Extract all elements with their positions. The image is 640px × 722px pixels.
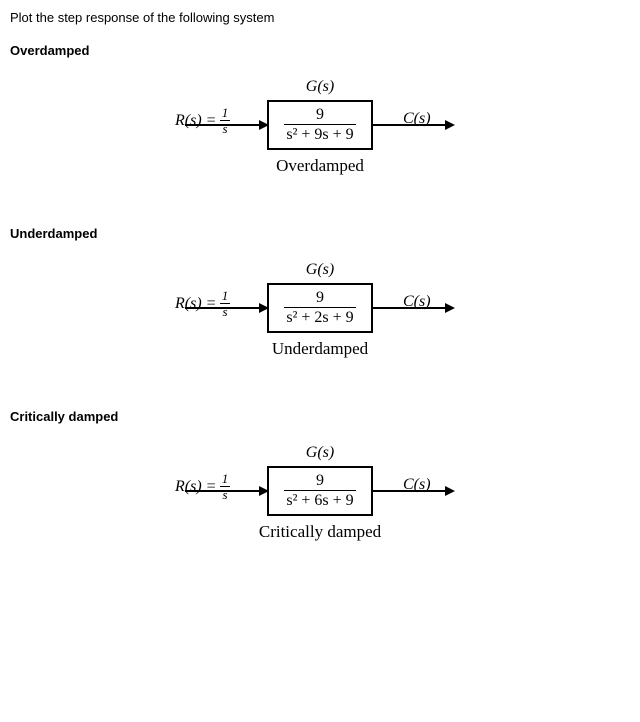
tf-num: 9 (284, 472, 355, 490)
diagram-overdamped: G(s) R(s) = 1 s 9 s² + 9s + 9 C(s) Overd… (10, 78, 630, 201)
rs-label: R(s) = 1 s (175, 472, 230, 503)
tf-den: s² + 6s + 9 (284, 490, 355, 510)
rs-num: 1 (220, 106, 229, 120)
rs-num: 1 (220, 472, 229, 486)
rs-den: s (220, 486, 229, 502)
input-line (185, 124, 267, 126)
tf-num: 9 (284, 289, 355, 307)
rs-den: s (220, 120, 229, 136)
gs-label: G(s) (306, 261, 334, 279)
diagram-caption: Critically damped (259, 522, 381, 542)
rs-fraction: 1 s (220, 289, 229, 320)
transfer-function-box: 9 s² + 6s + 9 (267, 466, 373, 516)
rs-label: R(s) = 1 s (175, 289, 230, 320)
input-line (185, 490, 267, 492)
cs-label: C(s) (403, 476, 431, 494)
transfer-function-box: 9 s² + 9s + 9 (267, 100, 373, 150)
output-arrow-icon (445, 486, 455, 496)
prompt-text: Plot the step response of the following … (10, 10, 630, 25)
transfer-function-box: 9 s² + 2s + 9 (267, 283, 373, 333)
tf-fraction: 9 s² + 2s + 9 (284, 289, 355, 326)
rs-text: R(s) = (175, 112, 216, 129)
section-title-overdamped: Overdamped (10, 43, 630, 58)
tf-den: s² + 9s + 9 (284, 124, 355, 144)
diagram-underdamped: G(s) R(s) = 1 s 9 s² + 2s + 9 C(s) Under… (10, 261, 630, 384)
tf-fraction: 9 s² + 9s + 9 (284, 106, 355, 143)
output-arrow-icon (445, 120, 455, 130)
tf-den: s² + 2s + 9 (284, 307, 355, 327)
gs-label: G(s) (306, 444, 334, 462)
diagram-critically-damped: G(s) R(s) = 1 s 9 s² + 6s + 9 C(s) Criti… (10, 444, 630, 567)
section-title-underdamped: Underdamped (10, 226, 630, 241)
rs-num: 1 (220, 289, 229, 303)
tf-num: 9 (284, 106, 355, 124)
section-title-critically-damped: Critically damped (10, 409, 630, 424)
rs-text: R(s) = (175, 478, 216, 495)
tf-fraction: 9 s² + 6s + 9 (284, 472, 355, 509)
cs-label: C(s) (403, 110, 431, 128)
output-arrow-icon (445, 303, 455, 313)
rs-text: R(s) = (175, 295, 216, 312)
cs-label: C(s) (403, 293, 431, 311)
rs-label: R(s) = 1 s (175, 106, 230, 137)
gs-label: G(s) (306, 78, 334, 96)
input-line (185, 307, 267, 309)
rs-fraction: 1 s (220, 106, 229, 137)
diagram-caption: Overdamped (276, 156, 364, 176)
rs-den: s (220, 303, 229, 319)
rs-fraction: 1 s (220, 472, 229, 503)
diagram-caption: Underdamped (272, 339, 368, 359)
